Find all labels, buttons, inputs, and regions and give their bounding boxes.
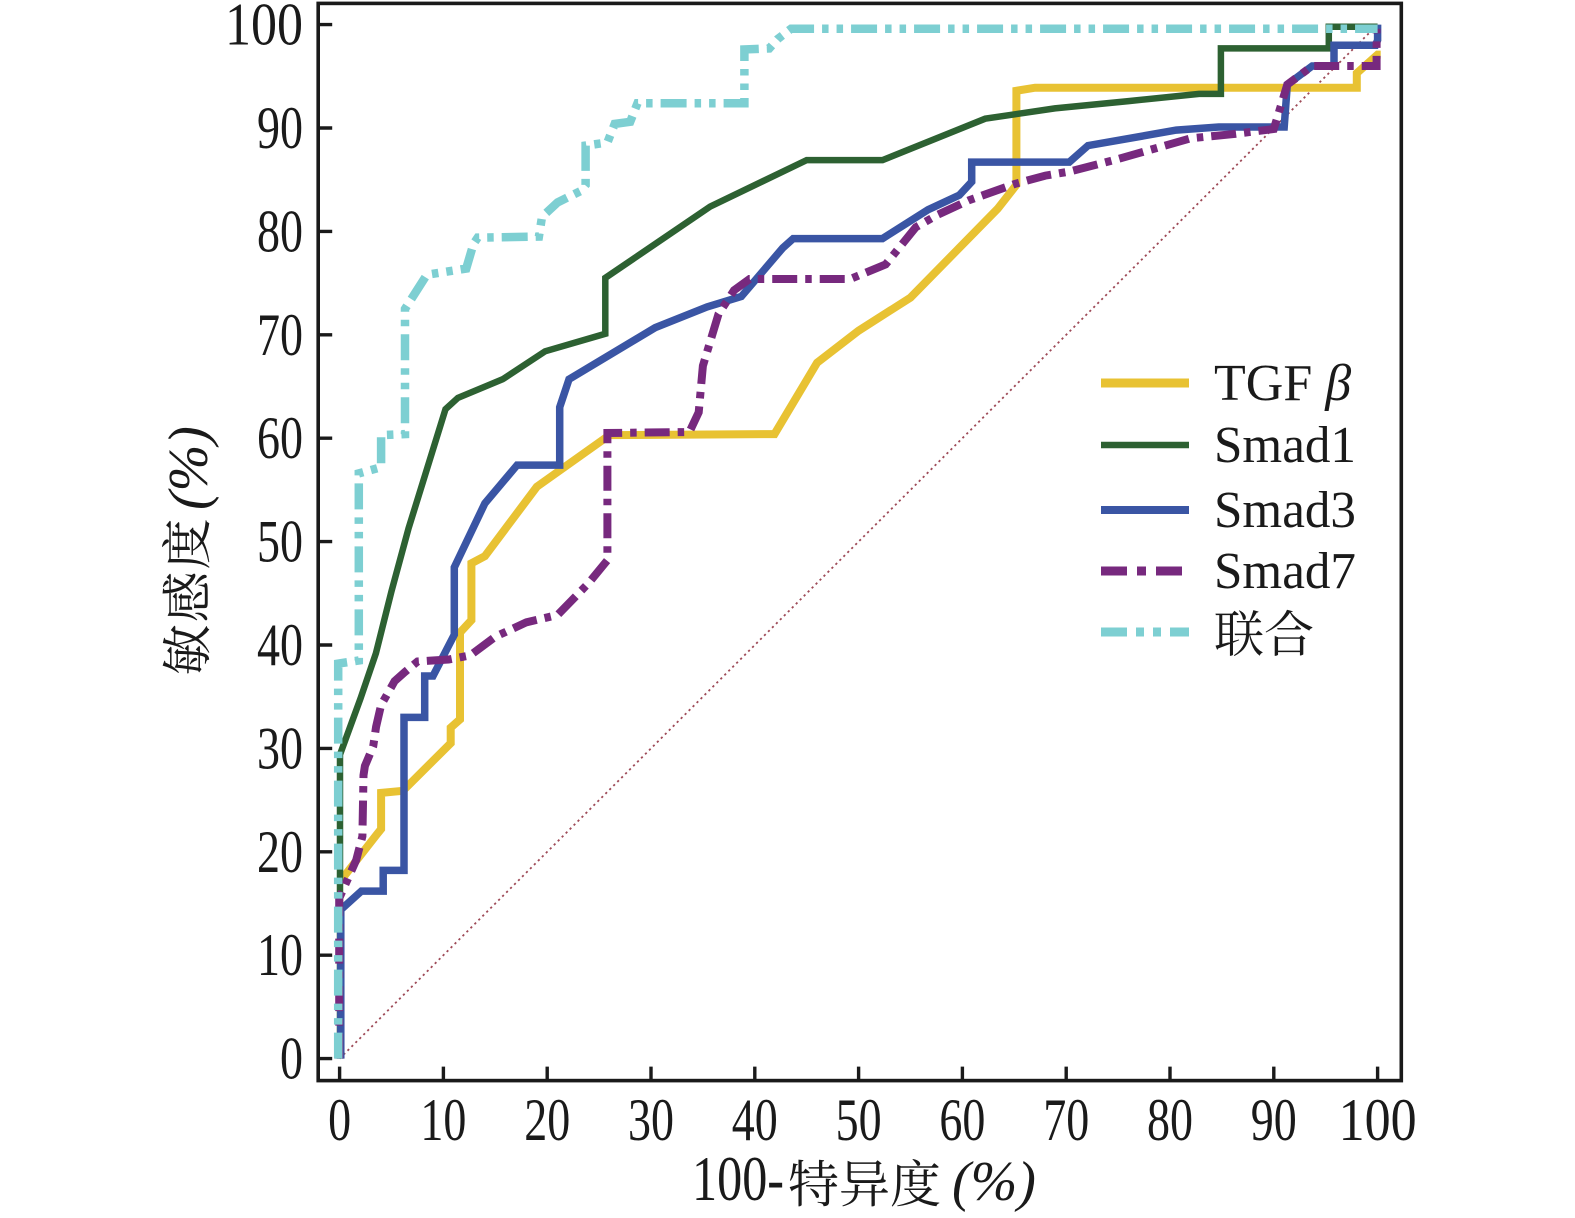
svg-text:10: 10 (257, 922, 303, 988)
svg-text:(%): (%) (952, 1151, 1036, 1213)
svg-text:50: 50 (257, 509, 303, 575)
svg-text:70: 70 (1043, 1087, 1089, 1153)
svg-text:Smad1: Smad1 (1214, 417, 1356, 474)
svg-text:20: 20 (524, 1087, 570, 1153)
svg-text:60: 60 (939, 1087, 985, 1153)
svg-text:10: 10 (420, 1087, 466, 1153)
svg-text:(%): (%) (158, 426, 220, 510)
svg-text:30: 30 (257, 715, 303, 781)
svg-text:20: 20 (257, 819, 303, 885)
svg-text:Smad7: Smad7 (1214, 543, 1356, 600)
svg-text:90: 90 (257, 95, 303, 161)
svg-text:50: 50 (836, 1087, 882, 1153)
svg-text:80: 80 (257, 198, 303, 264)
svg-text:0: 0 (328, 1087, 351, 1153)
svg-text:30: 30 (628, 1087, 674, 1153)
svg-text:100: 100 (225, 0, 303, 58)
svg-text:60: 60 (257, 405, 303, 471)
svg-text:TGF β: TGF β (1214, 355, 1351, 412)
svg-text:100: 100 (1339, 1087, 1417, 1153)
svg-text:40: 40 (257, 612, 303, 678)
svg-text:90: 90 (1251, 1087, 1297, 1153)
svg-text:70: 70 (257, 302, 303, 368)
svg-text:100-: 100- (692, 1144, 784, 1214)
svg-text:0: 0 (280, 1026, 303, 1092)
svg-text:80: 80 (1147, 1087, 1193, 1153)
svg-text:40: 40 (732, 1087, 778, 1153)
svg-text:Smad3: Smad3 (1214, 482, 1356, 539)
